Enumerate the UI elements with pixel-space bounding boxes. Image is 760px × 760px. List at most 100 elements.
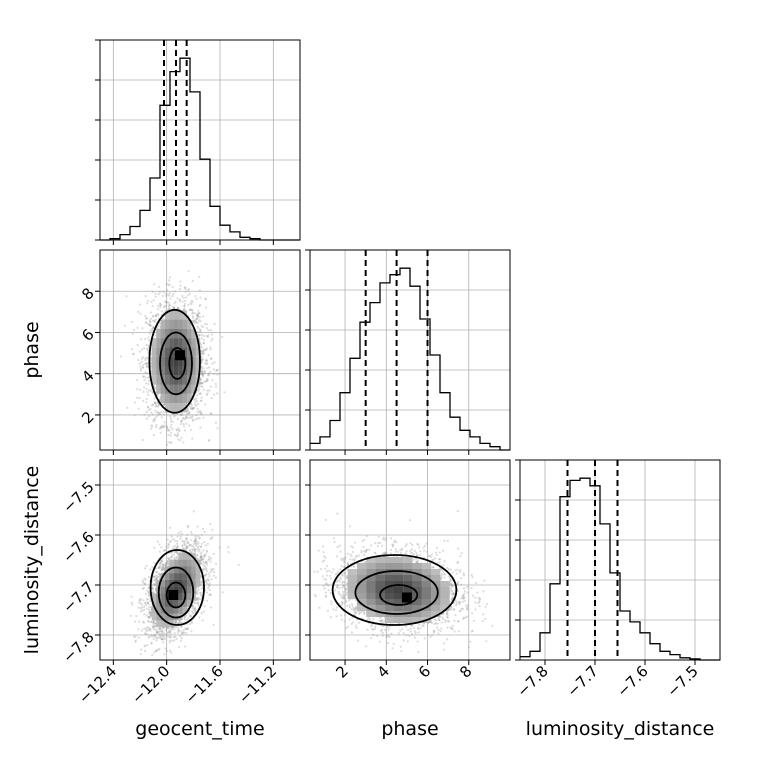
sample-point [161, 568, 164, 571]
sample-point [161, 294, 164, 297]
sample-point [194, 608, 197, 611]
sample-point [195, 404, 198, 407]
sample-point [168, 279, 171, 282]
sample-point [201, 562, 204, 566]
sample-point [155, 571, 158, 574]
sample-point [159, 629, 162, 633]
sample-point [212, 567, 215, 571]
sample-point [172, 307, 175, 310]
sample-point [182, 417, 185, 420]
sample-point [183, 547, 186, 550]
sample-point [192, 549, 195, 552]
sample-point [205, 359, 208, 362]
sample-point [131, 332, 134, 335]
sample-point [197, 387, 201, 391]
sample-point [179, 284, 182, 287]
sample-point [196, 554, 199, 557]
sample-point [193, 551, 196, 554]
sample-point [162, 627, 165, 630]
sample-point [152, 326, 155, 329]
sample-point [201, 315, 205, 318]
sample-point [173, 539, 176, 542]
sample-point [163, 568, 166, 571]
sample-point [148, 319, 152, 322]
sample-point [150, 427, 153, 430]
sample-point [160, 425, 163, 428]
sample-point [180, 621, 183, 625]
sample-point [166, 562, 170, 565]
sample-point [142, 375, 145, 378]
sample-point [150, 300, 153, 303]
sample-point [139, 369, 142, 372]
sample-point [201, 371, 204, 374]
sample-point [193, 321, 196, 324]
sample-point [196, 316, 200, 319]
sample-point [184, 614, 187, 617]
sample-point [164, 562, 167, 565]
sample-point [165, 283, 168, 286]
sample-point [184, 627, 187, 630]
sample-point [204, 298, 207, 301]
sample-point [198, 333, 201, 337]
sample-point [197, 535, 200, 538]
sample-point [195, 297, 198, 300]
sample-point [187, 612, 190, 615]
sample-point [145, 372, 148, 375]
sample-point [142, 366, 145, 369]
sample-point [181, 632, 184, 636]
sample-point [130, 320, 133, 323]
sample-point [196, 598, 200, 601]
sample-point [173, 632, 176, 635]
sample-point [139, 365, 142, 368]
sample-point [205, 380, 208, 383]
sample-point [166, 538, 169, 541]
sample-point [145, 614, 148, 617]
sample-point [160, 416, 163, 419]
sample-point [144, 314, 147, 318]
sample-point [200, 558, 203, 562]
sample-point [144, 649, 147, 653]
sample-point [216, 427, 219, 430]
sample-point [169, 420, 173, 423]
sample-point [147, 626, 150, 629]
sample-point [152, 620, 156, 623]
sample-point [203, 568, 206, 571]
sample-point [204, 553, 207, 556]
sample-point [204, 371, 207, 374]
sample-point [141, 363, 144, 366]
sample-point [203, 338, 206, 342]
sample-point [218, 546, 221, 549]
sample-point [147, 603, 150, 606]
sample-point [223, 391, 226, 394]
sample-point [142, 399, 145, 403]
sample-point [179, 530, 182, 533]
sample-point [167, 441, 170, 444]
sample-point [201, 352, 204, 355]
sample-point [199, 382, 203, 385]
sample-point [189, 539, 193, 542]
sample-point [149, 321, 152, 324]
sample-point [162, 403, 165, 406]
sample-point [133, 328, 136, 332]
sample-point [182, 441, 185, 444]
sample-point [196, 546, 199, 550]
sample-point [204, 403, 207, 406]
sample-point [147, 636, 150, 639]
sample-point [190, 621, 193, 625]
sample-point [178, 298, 181, 301]
sample-point [142, 390, 145, 393]
sample-point [180, 413, 183, 416]
sample-point [200, 337, 203, 340]
sample-point [174, 622, 177, 625]
sample-point [196, 557, 199, 561]
sample-point [197, 389, 200, 392]
sample-point [149, 329, 152, 332]
sample-point [195, 317, 198, 320]
sample-point [174, 434, 177, 437]
sample-point [199, 392, 202, 396]
sample-point [154, 402, 157, 405]
sample-point [157, 566, 160, 569]
sample-point [143, 605, 146, 609]
sample-point [176, 418, 179, 421]
sample-point [146, 619, 150, 623]
